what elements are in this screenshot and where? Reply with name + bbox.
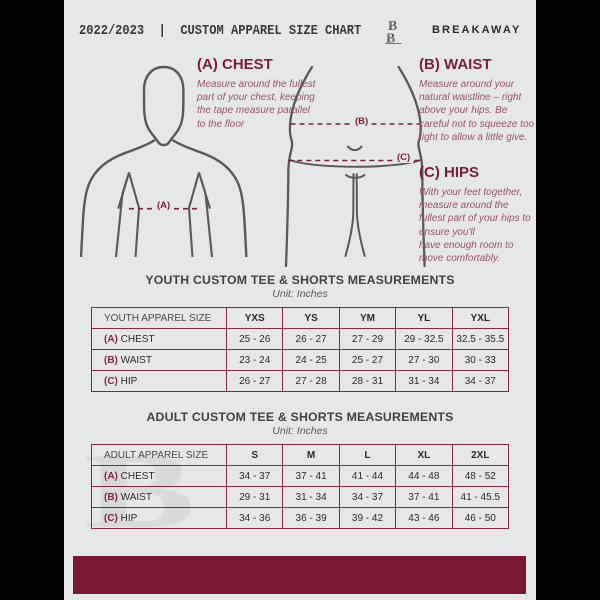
svg-text:B: B [386,32,395,45]
